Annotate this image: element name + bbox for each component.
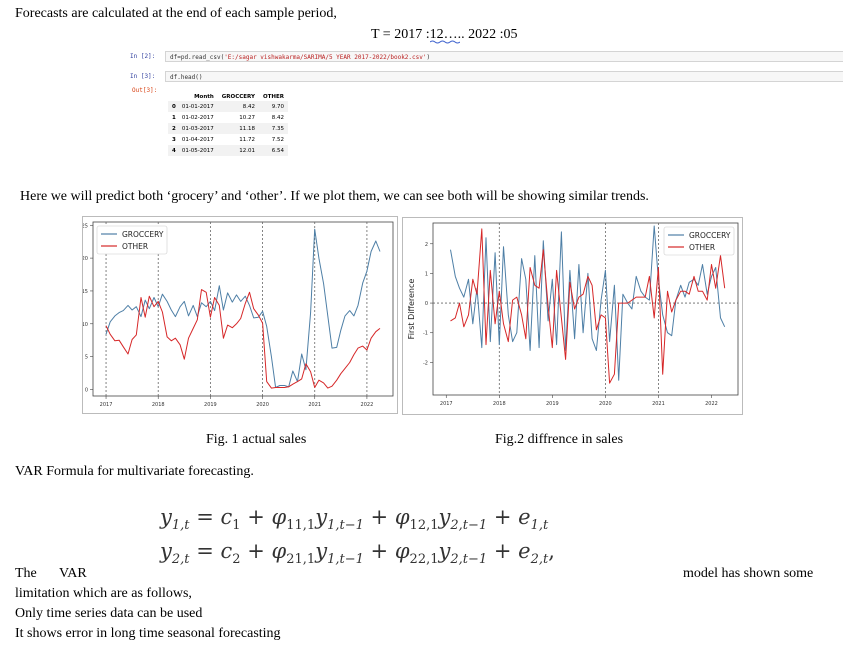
intro-line: Forecasts are calculated at the end of e… [15, 6, 337, 21]
table-row: 4 01-05-2017 12.01 6.54 [168, 145, 288, 156]
series-line-groccery [105, 228, 381, 388]
x-tick-label: 2021 [652, 401, 665, 407]
series-line-groccery [450, 225, 726, 381]
table-row: 3 01-04-2017 11.72 7.52 [172, 136, 284, 143]
limitation-var: VAR [59, 566, 87, 581]
x-tick-label: 2019 [204, 402, 217, 408]
y-tick-label: 2 [425, 242, 428, 248]
table-header [168, 93, 178, 101]
y-tick-label: 0 [85, 387, 88, 393]
y-tick-label: -1 [423, 331, 428, 337]
legend-box [96, 225, 168, 255]
cell-prompt: In [3]: [130, 73, 156, 80]
plot-frame [92, 221, 394, 397]
period-underlined: 12 [429, 27, 460, 44]
x-tick-label: 2022 [361, 402, 374, 408]
fig1-caption: Fig. 1 actual sales [206, 432, 307, 447]
x-tick-label: 2022 [705, 401, 718, 407]
x-tick-label: 2020 [256, 402, 269, 408]
y-tick-label: 20 [82, 256, 88, 262]
fig2-caption: Fig.2 diffrence in sales [495, 432, 624, 447]
limitation-line4: It shows error in long time seasonal for… [15, 626, 281, 641]
cell-input[interactable]: df.head() [165, 71, 843, 82]
table-header: Month [194, 94, 214, 100]
y-tick-label: 5 [85, 355, 88, 361]
legend-box [663, 226, 735, 256]
x-tick-label: 2021 [308, 402, 321, 408]
period-prefix: T = 2017 : [371, 27, 430, 42]
limitation-line3: Only time series data can be used [15, 606, 203, 621]
var-equation-2: y2,t = c2 + φ21,1y1,t−1 + φ22,1y2,t−1 + … [160, 539, 555, 568]
x-tick-label: 2020 [599, 401, 612, 407]
y-tick-label: 0 [425, 301, 428, 307]
x-tick-label: 2017 [440, 401, 453, 407]
cell-prompt: In [2]: [130, 53, 156, 60]
legend-label: OTHER [689, 243, 715, 252]
spellcheck-squiggle-icon [429, 40, 460, 44]
table-row: 2 01-03-2017 11.18 7.35 [168, 123, 288, 134]
y-tick-label: 25 [82, 223, 88, 229]
cell-input[interactable]: df=pd.read_csv('E:/sagar vishwakarma/SAR… [165, 51, 843, 62]
var-heading: VAR Formula for multivariate forecasting… [15, 464, 254, 479]
difference-chart: 2017 2018 2019 2020 2021 2022 -2 -1 0 1 2 First Dif… [402, 217, 743, 415]
limitation-line2: limitation which are as follows, [15, 586, 192, 601]
table-row: 0 01-01-2017 8.42 9.70 [168, 101, 288, 112]
x-tick-label: 2019 [546, 401, 559, 407]
out-prompt: Out[3]: [132, 87, 158, 94]
limitation-right: model has shown some [683, 566, 814, 581]
actual-sales-chart: 2017 2018 2019 2020 2021 2022 0 5 10 15 20 25 GROCCE… [82, 216, 398, 414]
table-row: 1 01-02-2017 10.27 8.42 [172, 114, 284, 121]
legend-label: GROCCERY [122, 230, 164, 239]
limitation-the: The [15, 566, 37, 581]
var-equation-1: y1,t = c1 + φ11,1y1,t−1 + φ12,1y2,t−1 + … [160, 505, 549, 534]
predict-paragraph: Here we will predict both ‘grocery’ and … [20, 189, 649, 204]
dataframe-table: Month GROCCERY OTHER 0 01-01-2017 8.42 9.70… [168, 93, 288, 156]
table-header: OTHER [262, 94, 284, 100]
series-line-other [105, 289, 381, 389]
x-tick-label: 2018 [493, 401, 506, 407]
period-line: T = 2017 :12….. 2022 :05 [371, 27, 518, 44]
y-tick-label: 1 [425, 271, 428, 277]
y-tick-label: 15 [82, 289, 88, 295]
x-tick-label: 2017 [100, 402, 113, 408]
table-header: GROCCERY [221, 94, 255, 100]
x-tick-label: 2018 [152, 402, 165, 408]
series-line-other [450, 228, 726, 384]
period-suffix: ….. 2022 :05 [443, 27, 518, 42]
table-header-row: Month GROCCERY OTHER [168, 93, 288, 101]
y-axis-label: First Difference [407, 279, 416, 340]
plot-frame [432, 222, 739, 396]
legend-label: OTHER [122, 242, 148, 251]
y-tick-label: -2 [423, 360, 428, 366]
legend-label: GROCCERY [689, 231, 731, 240]
y-tick-label: 10 [82, 322, 88, 328]
